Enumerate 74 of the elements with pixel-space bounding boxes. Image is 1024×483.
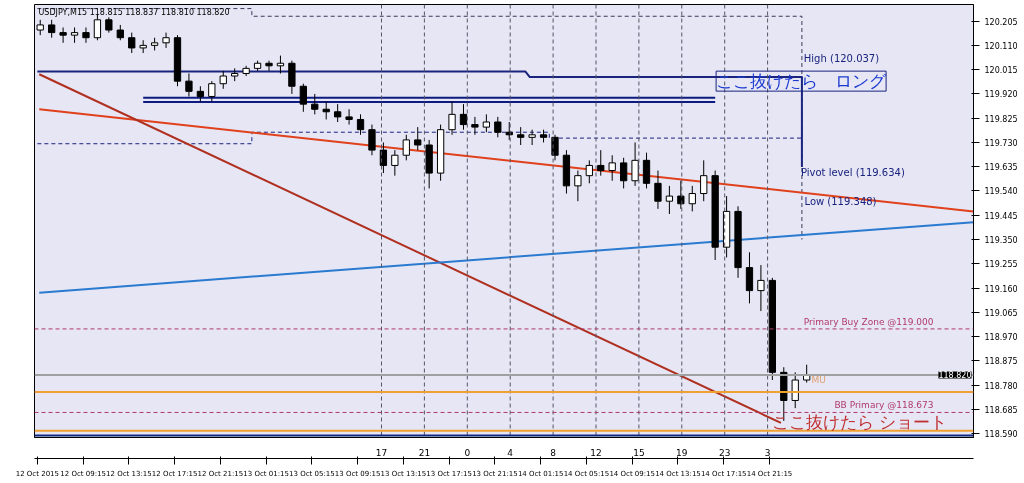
candlestick: [356, 113, 365, 136]
y-tick-label: 119.255: [984, 260, 1018, 270]
y-tick-label: 118.970: [984, 333, 1018, 343]
candlestick: [82, 26, 90, 44]
y-tick-label: 120.015: [984, 66, 1018, 76]
x2-tick-label: 21: [418, 447, 431, 458]
x2-tick-label: 8: [550, 447, 557, 458]
x2-tick-label: 23: [718, 447, 731, 458]
candlestick: [608, 154, 616, 182]
y-tick-label: 119.730: [984, 138, 1018, 148]
y-tick-label: 119.065: [984, 308, 1018, 318]
candlestick: [688, 185, 696, 212]
candlestick: [494, 116, 502, 138]
candlestick: [471, 116, 479, 136]
x2-tick-label: 15: [633, 447, 645, 458]
x2-tick-label: 12: [590, 447, 602, 458]
x2-tick-label: 3: [764, 447, 771, 458]
candlestick: [745, 251, 754, 304]
annotation: Pivot level (119.634): [800, 167, 905, 179]
ref-line-label: Primary Buy Zone @119.000: [803, 316, 934, 327]
annotation: Low (119.348): [804, 196, 877, 208]
candlestick: [162, 32, 170, 49]
candlestick: [311, 93, 319, 115]
candlestick: [642, 152, 651, 189]
candlestick: [528, 129, 536, 146]
chart-title: USDJPY,M15 118.815 118.837 118.810 118.820: [38, 7, 230, 17]
candlestick: [631, 141, 639, 187]
candlestick: [59, 26, 67, 44]
candlestick: [208, 80, 216, 103]
candlestick: [368, 124, 376, 156]
candlestick: [299, 83, 307, 113]
ref-line-label: BB Primary @118.673: [834, 400, 934, 411]
candlestick: [791, 371, 799, 409]
candlestick: [391, 149, 399, 177]
y-tick-label: 118.780: [984, 381, 1018, 391]
candlestick: [265, 60, 273, 72]
y-tick-label: 118.875: [984, 357, 1018, 367]
x2-tick-label: 17: [375, 447, 388, 458]
annotation: High (120.037): [803, 53, 880, 65]
candlestick: [574, 170, 582, 202]
candlestick: [665, 185, 674, 215]
candlestick: [700, 159, 708, 202]
candlestick: [345, 108, 353, 126]
annotation: MU: [811, 375, 826, 386]
candlestick: [459, 103, 468, 131]
y-tick-label: 118.685: [984, 405, 1018, 415]
candlestick: [414, 126, 422, 151]
y-tick-label: 119.350: [984, 236, 1018, 246]
y-tick-label: 119.540: [984, 187, 1018, 197]
y-tick-label: 120.205: [984, 17, 1018, 27]
y-tick-label: 118.590: [984, 430, 1018, 440]
x2-tick-label: 0: [464, 447, 471, 458]
candlestick: [677, 180, 685, 210]
candlestick: [402, 134, 410, 161]
candlestick: [654, 170, 662, 210]
y-tick-label: 120.110: [984, 41, 1018, 51]
y-tick-label: 119.825: [984, 114, 1018, 124]
y-tick-label: 119.160: [984, 284, 1018, 294]
candlestick: [585, 159, 593, 184]
candlestick: [288, 60, 296, 95]
candlestick: [128, 32, 136, 54]
candlestick: [93, 14, 102, 41]
x2-tick-label: 4: [507, 447, 514, 458]
x2-tick-label: 19: [676, 447, 688, 458]
y-tick-label: 119.920: [984, 90, 1018, 100]
candlestick: [448, 101, 456, 136]
candlestick: [597, 149, 605, 177]
candlestick: [185, 72, 193, 97]
candlestick: [619, 157, 628, 189]
y-tick-label: 119.445: [984, 211, 1018, 221]
candlestick: [757, 264, 765, 312]
y-tick-label: 119.635: [984, 163, 1018, 173]
candlestick: [379, 141, 388, 174]
ref-line-label: 118.820: [938, 371, 972, 381]
